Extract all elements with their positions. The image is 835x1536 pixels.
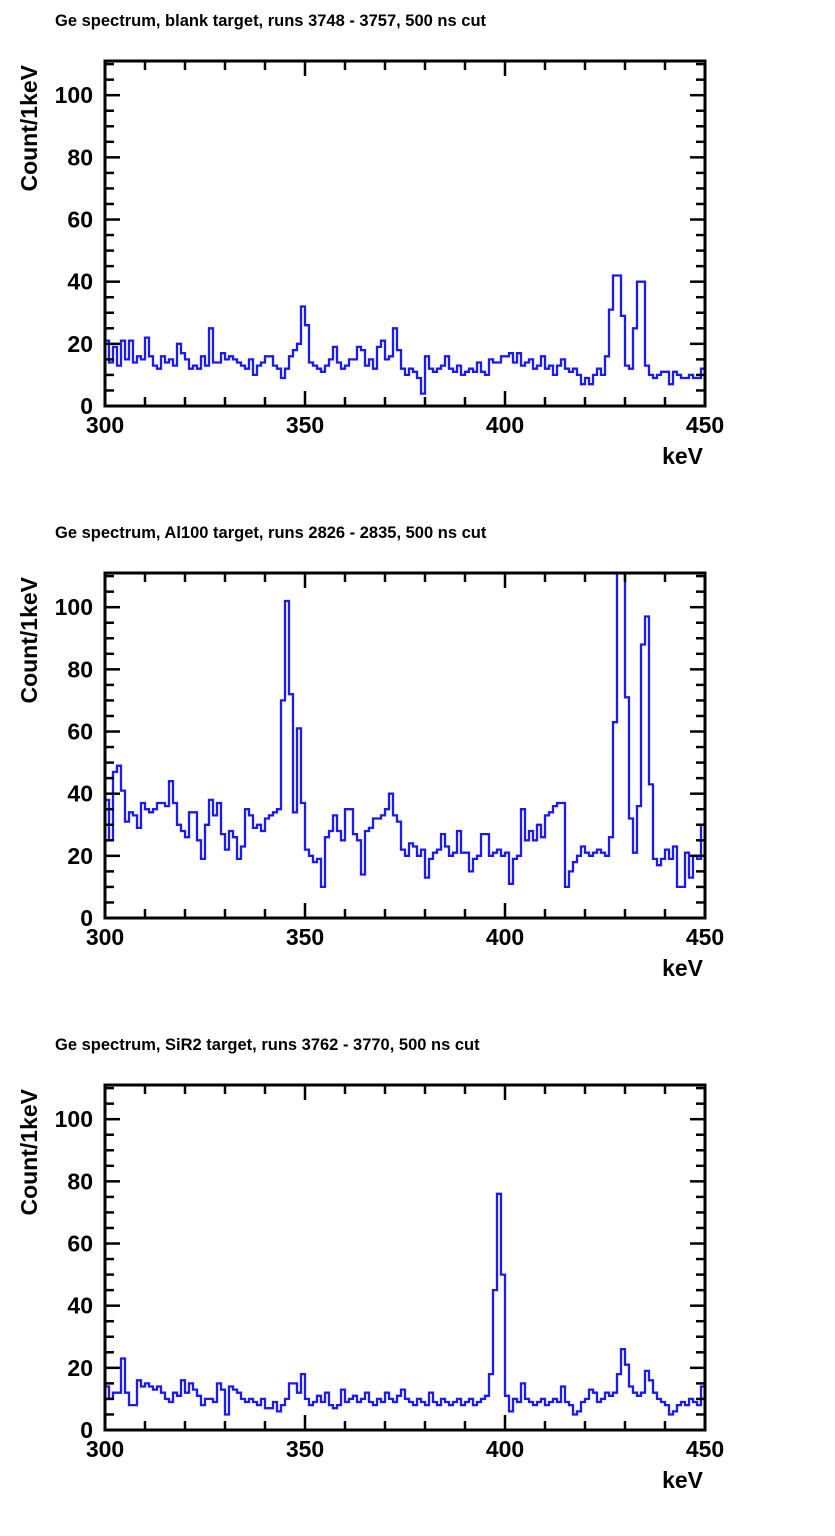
x-tick-label: 400 [486,1436,524,1462]
y-tick-label: 40 [67,269,93,295]
y-tick-label: 60 [67,1231,93,1257]
y-tick-label: 20 [67,843,93,869]
y-axis-title: Count/1keV [16,64,42,191]
axis-ticks [105,573,705,918]
x-tick-label: 450 [686,412,724,438]
axis-ticks [105,1085,705,1430]
plot-frame [103,59,707,408]
x-tick-label: 350 [286,412,324,438]
chart-title-blank: Ge spectrum, blank target, runs 3748 - 3… [55,12,487,30]
x-tick-label: 300 [86,1436,124,1462]
x-tick-label: 400 [486,924,524,950]
histogram-plot-al100: 300 350 400 450 0 20 40 60 80 100 keV Count/1keV [16,571,724,981]
y-tick-label: 100 [55,594,93,620]
y-tick-label: 60 [67,207,93,233]
y-tick-label: 40 [67,781,93,807]
x-axis-title: keV [662,443,704,469]
y-tick-label: 80 [67,1168,93,1194]
histogram-line [105,274,705,406]
histogram-plot-sir2: 300 350 400 450 0 20 40 60 80 100 keV Count/1keV [16,1083,724,1493]
chart-title-sir2: Ge spectrum, SiR2 target, runs 3762 - 37… [55,1036,480,1054]
y-tick-label: 100 [55,1106,93,1132]
spectrum-panel-al100: Ge spectrum, Al100 target, runs 2826 - 2… [0,512,835,1024]
y-tick-label: 100 [55,82,93,108]
x-tick-label: 450 [686,1436,724,1462]
spectrum-panel-sir2: Ge spectrum, SiR2 target, runs 3762 - 37… [0,1024,835,1536]
x-tick-label: 350 [286,1436,324,1462]
y-tick-label: 0 [80,1417,93,1443]
y-tick-label: 20 [67,331,93,357]
y-tick-label: 0 [80,393,93,419]
y-tick-label: 20 [67,1355,93,1381]
chart-title-al100: Ge spectrum, Al100 target, runs 2826 - 2… [55,524,487,542]
y-tick-label: 80 [67,144,93,170]
y-axis-title: Count/1keV [16,1088,42,1215]
plot-frame [103,571,707,920]
y-tick-label: 40 [67,1293,93,1319]
x-tick-label: 400 [486,412,524,438]
spectrum-panel-blank: Ge spectrum, blank target, runs 3748 - 3… [0,0,835,512]
y-tick-label: 0 [80,905,93,931]
y-axis-title: Count/1keV [16,576,42,703]
x-tick-label: 300 [86,412,124,438]
x-tick-label: 450 [686,924,724,950]
y-tick-label: 80 [67,656,93,682]
histogram-line [105,1192,705,1430]
x-tick-label: 350 [286,924,324,950]
x-axis-title: keV [662,955,704,981]
y-tick-label: 60 [67,719,93,745]
histogram-line [105,573,705,918]
plot-frame [103,1083,707,1432]
x-axis-title: keV [662,1467,704,1493]
axis-ticks [105,61,705,406]
histogram-plot-blank: 300 350 400 450 0 20 40 60 80 100 keV Count/1keV [16,59,724,469]
x-tick-label: 300 [86,924,124,950]
